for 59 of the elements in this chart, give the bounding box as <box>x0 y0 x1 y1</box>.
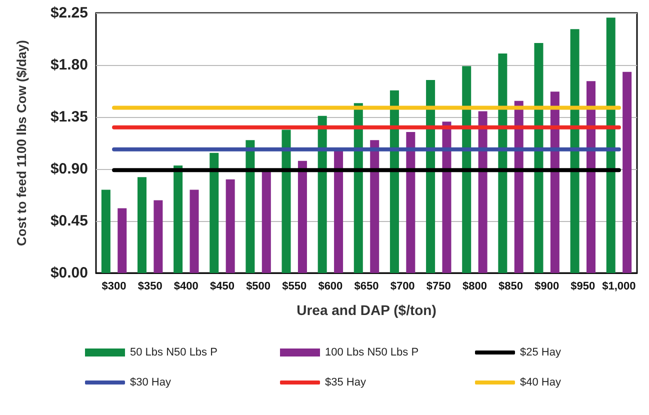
bar <box>498 53 508 273</box>
x-tick-label: $350 <box>138 280 162 292</box>
bar <box>390 90 399 273</box>
y-tick-label: $0.00 <box>50 264 88 282</box>
x-tick-label: $400 <box>174 280 198 292</box>
legend-label: $30 Hay <box>130 376 172 388</box>
bar <box>190 190 199 273</box>
bar <box>226 179 235 273</box>
bar <box>442 122 452 273</box>
x-tick-label: $600 <box>318 280 343 292</box>
bar <box>550 92 560 273</box>
legend-label: 100 Lbs N50 Lbs P <box>325 346 419 358</box>
y-tick-label: $1.35 <box>50 108 88 126</box>
bar <box>370 140 380 273</box>
x-tick-label: $550 <box>282 280 307 292</box>
bar <box>101 190 110 273</box>
legend-label: $35 Hay <box>325 376 366 388</box>
bar <box>118 208 127 273</box>
x-tick-label: $500 <box>246 280 271 292</box>
legend-label: 50 Lbs N50 Lbs P <box>130 346 218 358</box>
x-tick-label: $900 <box>534 280 560 292</box>
bar <box>154 200 163 273</box>
bar <box>426 80 436 273</box>
bar <box>298 160 307 273</box>
bar <box>406 132 416 273</box>
legend-label: $25 Hay <box>520 346 562 358</box>
x-tick-label: $1,000 <box>602 280 636 292</box>
bar <box>138 177 146 273</box>
bar <box>354 103 363 273</box>
bar <box>334 150 344 273</box>
bar <box>318 116 327 273</box>
bar <box>174 166 183 273</box>
y-tick-label: $0.90 <box>50 160 88 178</box>
x-tick-label: $700 <box>390 280 415 292</box>
x-tick-label: $850 <box>498 280 524 292</box>
y-tick-label: $0.45 <box>50 212 88 230</box>
y-tick-label: $2.25 <box>50 4 88 22</box>
bar <box>586 81 596 273</box>
bar <box>534 43 544 273</box>
legend-label: $40 Hay <box>520 376 562 388</box>
bar <box>514 100 524 273</box>
x-axis-title: Urea and DAP ($/ton) <box>296 302 436 318</box>
bar <box>462 66 472 273</box>
bar <box>282 130 291 273</box>
y-tick-label: $1.80 <box>50 56 88 74</box>
x-tick-label: $650 <box>354 280 379 292</box>
bar <box>570 29 580 273</box>
x-tick-label: $800 <box>462 280 487 292</box>
x-tick-label: $750 <box>426 280 451 292</box>
bar <box>606 18 616 273</box>
y-axis-title: Cost to feed 1100 lbs Cow ($/day) <box>14 40 29 246</box>
bar <box>210 152 219 273</box>
bar <box>262 170 271 273</box>
x-tick-label: $450 <box>210 280 234 292</box>
bar <box>246 140 255 273</box>
bar <box>622 72 632 273</box>
bar <box>478 111 488 273</box>
x-tick-label: $300 <box>102 280 126 292</box>
x-tick-label: $950 <box>570 280 596 292</box>
